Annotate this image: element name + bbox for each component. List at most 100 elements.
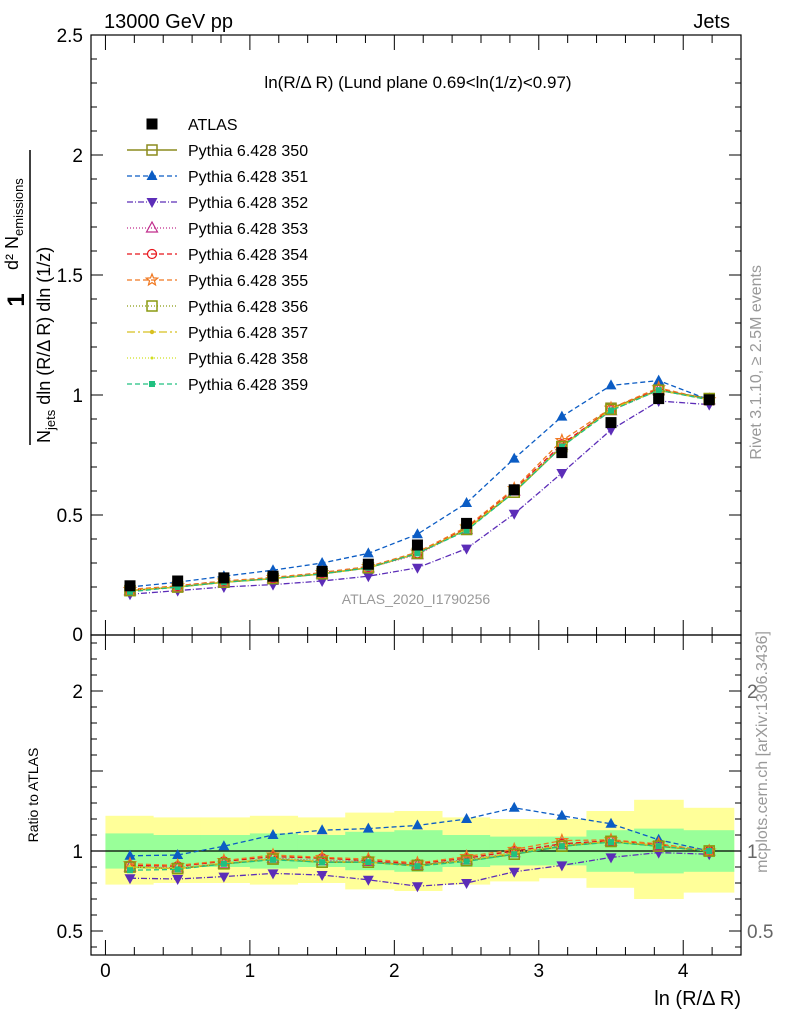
point-352 xyxy=(411,563,423,574)
point-352 xyxy=(556,469,568,479)
point-351 xyxy=(316,557,328,567)
ratio-ytick-label: 1 xyxy=(72,842,83,863)
legend-item-358: Pythia 6.428 358 xyxy=(127,351,308,368)
ratio-xtick-label: 1 xyxy=(245,961,256,982)
legend-item-353: Pythia 6.428 353 xyxy=(127,220,308,238)
series-352 xyxy=(124,397,715,601)
ratio-xlabel: ln (R/Δ R) xyxy=(654,988,741,1010)
legend: ATLAS Pythia 6.428 350 Pythia 6.428 351 Pyt… xyxy=(127,117,308,394)
main-ytick-label: 0.5 xyxy=(57,506,83,527)
atlas-point xyxy=(218,572,230,584)
ratio-point-352 xyxy=(218,872,230,883)
legend-label: Pythia 6.428 352 xyxy=(188,195,308,212)
ratio-point-359 xyxy=(220,860,227,867)
header-left: 13000 GeV pp xyxy=(104,11,233,33)
series-355 xyxy=(122,380,717,596)
ratio-point-351 xyxy=(218,840,230,851)
ratio-point-351 xyxy=(411,819,423,830)
main-ytick-label: 1.5 xyxy=(57,266,83,287)
ylabel-num-sub: emissions xyxy=(11,178,26,236)
atlas-point xyxy=(172,575,184,587)
ratio-point-352 xyxy=(605,853,617,864)
ratio-point-352 xyxy=(556,861,568,872)
ratio-point-359 xyxy=(608,839,614,846)
ratio-point-352 xyxy=(362,875,374,886)
ratio-point-352 xyxy=(172,875,184,885)
ratio-point-352 xyxy=(508,867,520,878)
ylabel-den-pre: N xyxy=(34,430,54,443)
header-right: Jets xyxy=(693,11,730,33)
ratio-point-352 xyxy=(411,882,423,893)
ratio-ytick-label-right: 2 xyxy=(747,682,758,703)
ratio-point-359 xyxy=(558,843,565,850)
legend-item-350: Pythia 6.428 350 xyxy=(127,143,308,160)
ylabel-numerator: d² Nemissions xyxy=(2,178,26,270)
point-359 xyxy=(174,584,181,590)
ylabel-prefix: 1 xyxy=(3,293,30,306)
atlas-point xyxy=(267,570,279,582)
ylabel-denominator: Njets dln (R/Δ R) dln (1/z) xyxy=(34,247,58,443)
atlas-point xyxy=(556,447,568,459)
legend-label: Pythia 6.428 355 xyxy=(188,273,308,290)
point-351 xyxy=(556,410,568,421)
series-line-353 xyxy=(129,389,710,592)
point-356 xyxy=(605,403,617,416)
ratio-point-351 xyxy=(556,809,568,820)
legend-marker-atlas xyxy=(146,118,158,130)
point-359 xyxy=(558,443,565,450)
ratio-point-351 xyxy=(267,829,279,839)
ratio-point-356 xyxy=(605,835,617,848)
atlas-point xyxy=(605,417,617,429)
main-ytick-label: 2 xyxy=(72,146,83,167)
point-359 xyxy=(127,588,133,595)
ratio-point-356 xyxy=(508,848,520,860)
ratio-ylabel: Ratio to ATLAS xyxy=(25,748,41,843)
legend-label: Pythia 6.428 357 xyxy=(188,325,308,342)
series-line-358 xyxy=(129,389,710,592)
point-355 xyxy=(554,432,570,447)
series-line-359 xyxy=(129,389,710,593)
ratio-point-351 xyxy=(316,824,328,835)
ratio-point-359 xyxy=(655,843,662,850)
point-359 xyxy=(463,527,470,534)
legend-marker-351 xyxy=(146,170,158,180)
legend-marker-357 xyxy=(149,329,155,335)
atlas-point xyxy=(461,517,473,529)
atlas-point xyxy=(703,394,715,406)
ratio-ytick-label-right: 1 xyxy=(747,842,758,863)
ratio-xtick-label: 3 xyxy=(533,961,544,982)
legend-item-352: Pythia 6.428 352 xyxy=(127,195,308,212)
legend-label: Pythia 6.428 353 xyxy=(188,221,308,238)
atlas-point xyxy=(362,558,374,570)
atlas-point xyxy=(411,539,423,551)
legend-item-355: Pythia 6.428 355 xyxy=(127,272,308,290)
ratio-point-356 xyxy=(556,840,568,852)
legend-item-356: Pythia 6.428 356 xyxy=(127,299,308,316)
legend-marker-359 xyxy=(149,381,155,387)
ratio-point-359 xyxy=(706,848,713,854)
header-right-vertical-1: Rivet 3.1.10, ≥ 2.5M events xyxy=(748,265,765,460)
ratio-ytick-label-right: 0.5 xyxy=(747,922,773,943)
series-line-356 xyxy=(129,389,710,592)
ratio-xtick-label: 2 xyxy=(389,961,400,982)
series-line-357 xyxy=(129,389,710,592)
legend-label: Pythia 6.428 358 xyxy=(188,351,308,368)
header-right-vertical-2: mcplots.cern.ch [arXiv:1306.3436] xyxy=(754,631,771,873)
legend-marker-352 xyxy=(146,198,158,208)
legend-item-351: Pythia 6.428 351 xyxy=(127,169,308,186)
main-title: ln(R/Δ R) (Lund plane 0.69<ln(1/z)<0.97) xyxy=(264,73,571,92)
ratio-point-352 xyxy=(461,879,473,889)
series-atlas xyxy=(124,393,715,592)
legend-marker-356 xyxy=(146,300,158,312)
series-line-350 xyxy=(129,389,710,592)
point-351 xyxy=(508,452,520,463)
series-358 xyxy=(128,388,711,593)
series-353 xyxy=(123,382,716,596)
ratio-point-352 xyxy=(267,869,279,880)
legend-label: Pythia 6.428 350 xyxy=(188,143,308,160)
point-351 xyxy=(362,547,374,558)
legend-label: Pythia 6.428 354 xyxy=(188,247,308,264)
series-354 xyxy=(124,383,715,596)
legend-item-359: Pythia 6.428 359 xyxy=(127,377,308,394)
